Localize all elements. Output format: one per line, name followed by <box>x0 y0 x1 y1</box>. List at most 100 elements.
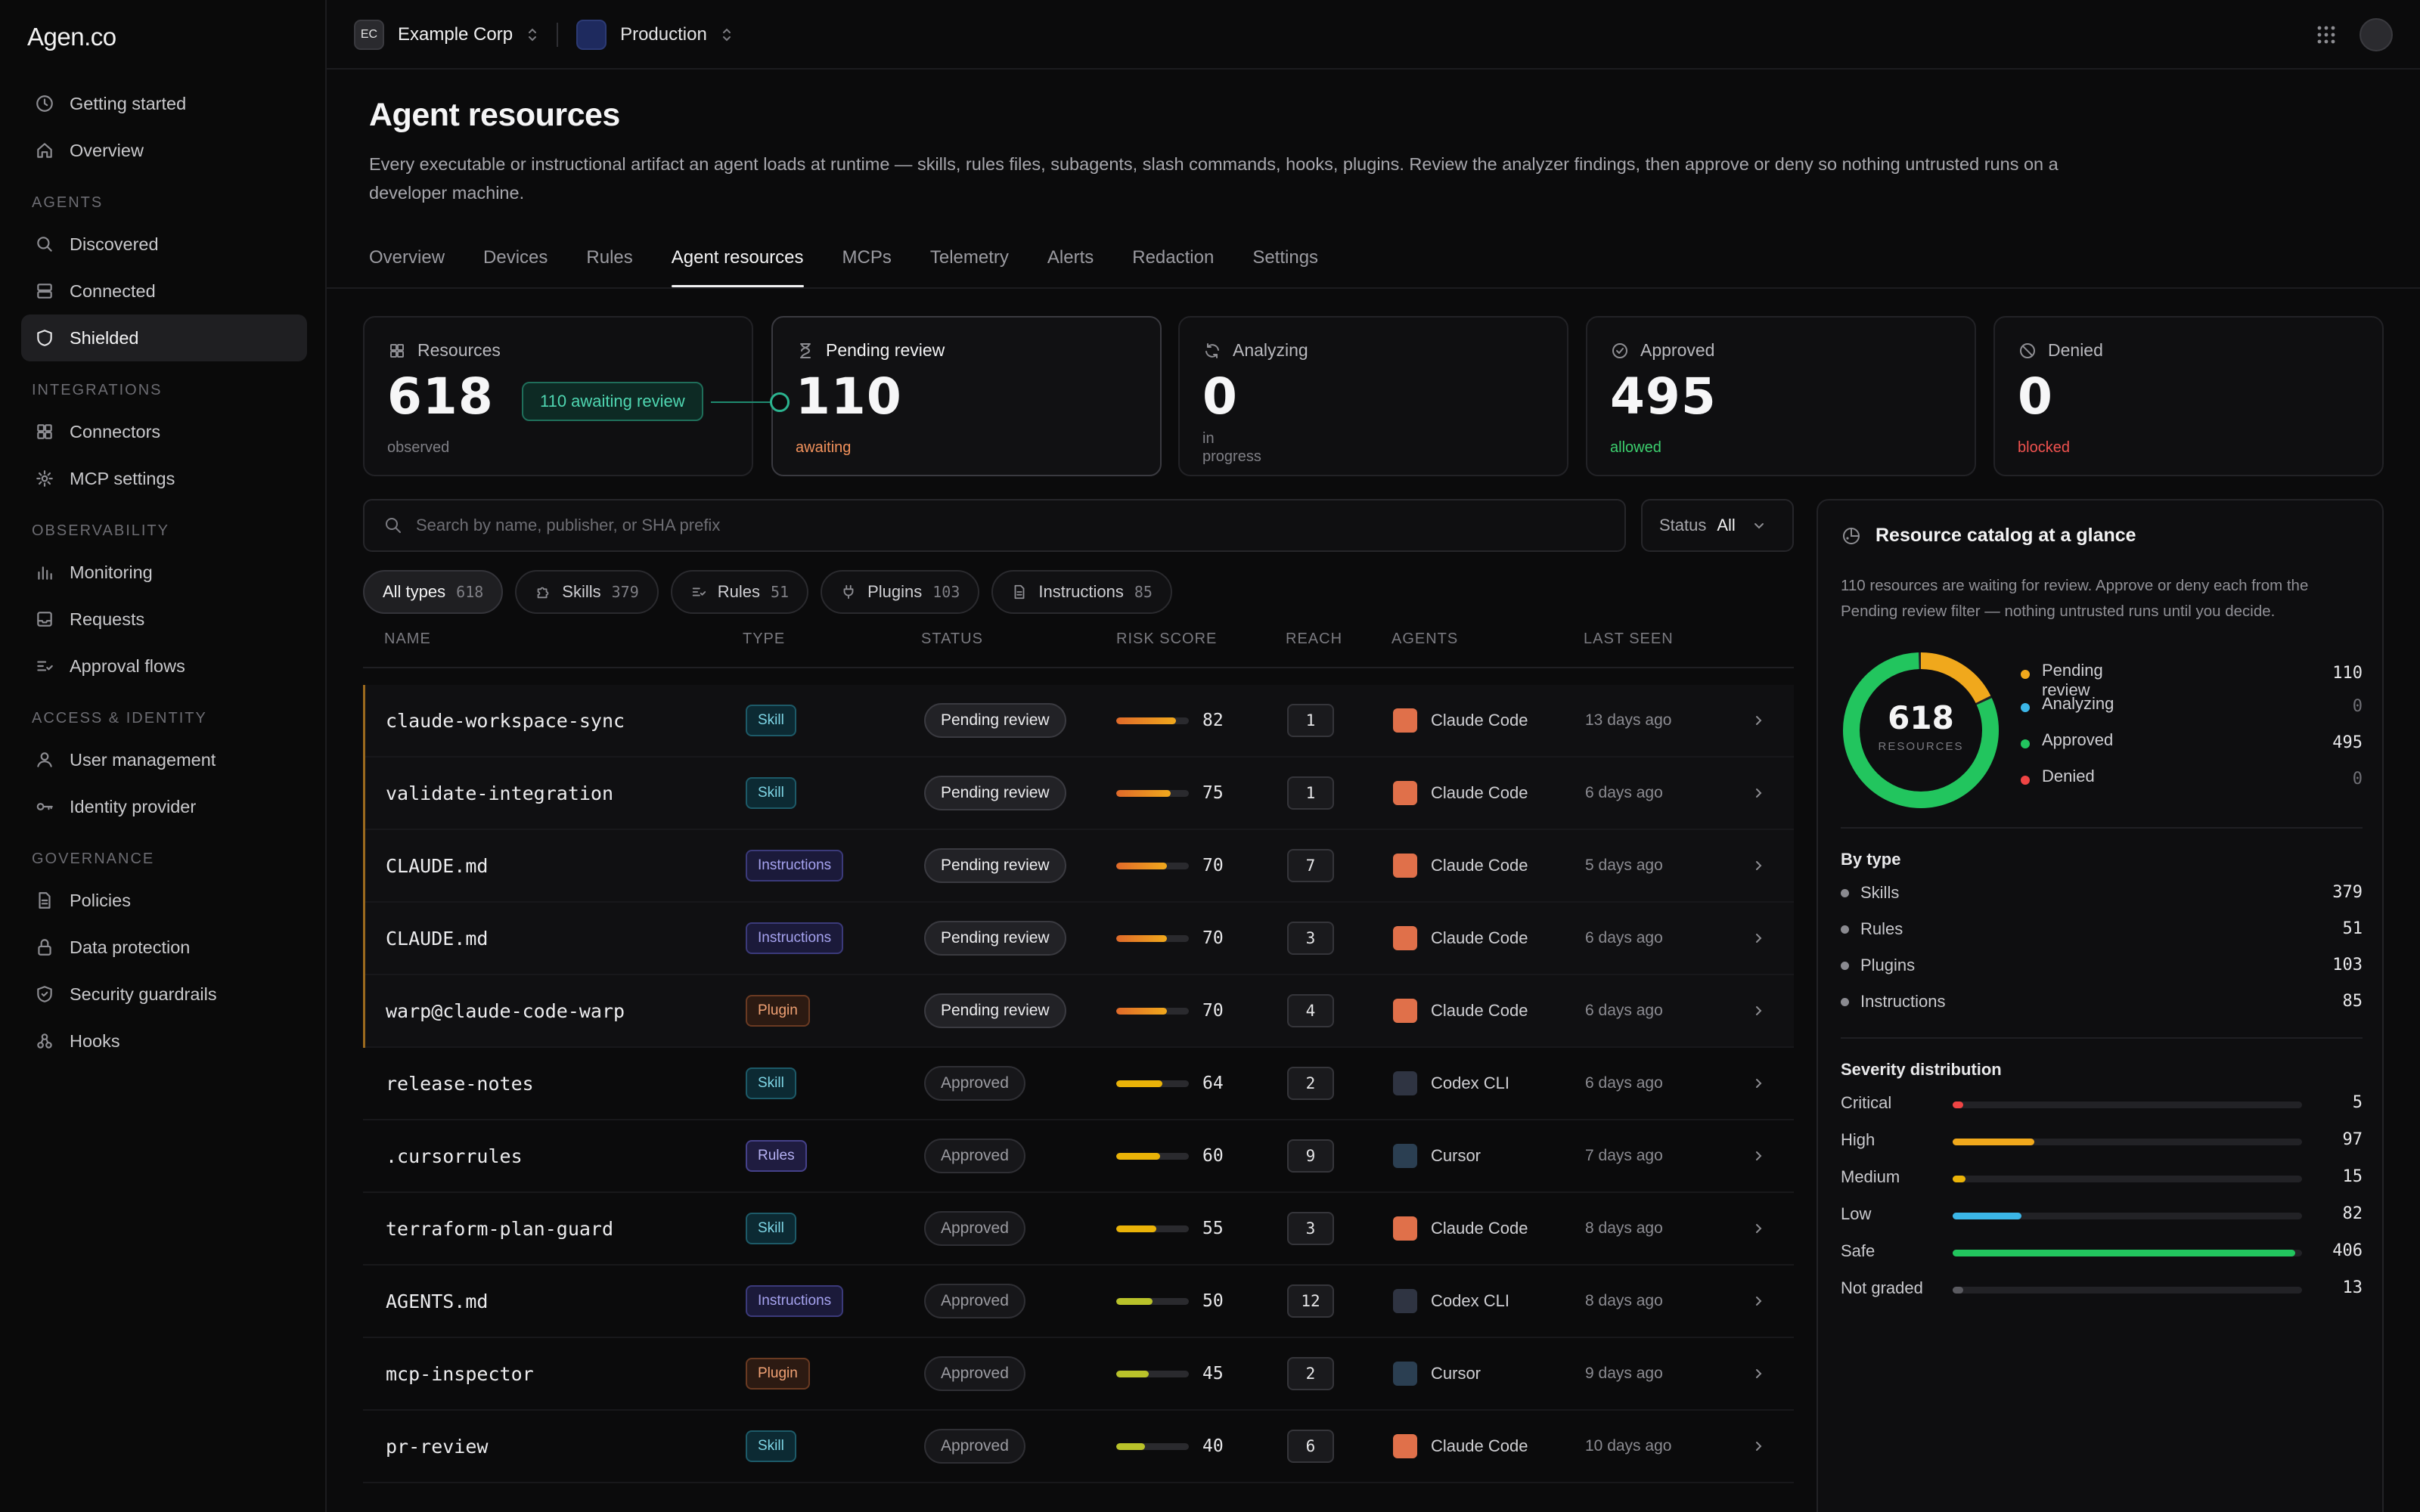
resource-name[interactable]: terraform-plan-guard <box>386 1217 614 1240</box>
type-cell: Skill <box>746 1411 796 1482</box>
sidebar-item-monitoring[interactable]: Monitoring <box>21 549 307 596</box>
hook-icon <box>33 1030 56 1052</box>
tab-alerts[interactable]: Alerts <box>1047 247 1094 268</box>
chip-instructions[interactable]: Instructions 85 <box>991 570 1172 614</box>
status-filter[interactable]: Status All <box>1641 499 1794 552</box>
chevron-right-icon[interactable] <box>1751 1120 1765 1191</box>
resource-name[interactable]: CLAUDE.md <box>386 854 489 877</box>
sidebar-item-identity-provider[interactable]: Identity provider <box>21 783 307 830</box>
chip-all-types[interactable]: All types 618 <box>363 570 504 614</box>
stat-card-pending-review[interactable]: Pending review 110 awaiting <box>771 316 1162 476</box>
resource-name[interactable]: mcp-inspector <box>386 1362 534 1385</box>
stat-card-header: Analyzing <box>1202 340 1308 361</box>
tab-redaction[interactable]: Redaction <box>1132 247 1215 268</box>
sidebar-item-approval-flows[interactable]: Approval flows <box>21 643 307 689</box>
reach-cell: 1 <box>1287 685 1334 756</box>
sidebar-item-label: Policies <box>70 890 131 910</box>
legend-label: Pending review <box>2042 661 2103 699</box>
resource-name[interactable]: pr-review <box>386 1435 489 1458</box>
sidebar-item-hooks[interactable]: Hooks <box>21 1018 307 1064</box>
column-header-risk-score[interactable]: RISK SCORE <box>1116 631 1218 647</box>
table-row[interactable]: CLAUDE.md Instructions Pending review 70 7 Cl… <box>363 830 1794 903</box>
chevron-right-icon[interactable] <box>1751 830 1765 901</box>
sidebar-item-getting-started[interactable]: Getting started <box>21 80 307 127</box>
table-row[interactable]: AGENTS.md Instructions Approved 50 12 Codex C… <box>363 1266 1794 1338</box>
agent-icon <box>1393 1144 1417 1168</box>
sidebar-item-connected[interactable]: Connected <box>21 268 307 314</box>
agent-cell: Claude Code <box>1393 903 1528 974</box>
tab-devices[interactable]: Devices <box>483 247 548 268</box>
sidebar-item-security-guardrails[interactable]: Security guardrails <box>21 971 307 1018</box>
chevron-right-icon[interactable] <box>1751 758 1765 829</box>
org-switcher[interactable]: EC Example Corp Production <box>354 18 733 51</box>
chevron-right-icon[interactable] <box>1751 1048 1765 1119</box>
resource-name[interactable]: release-notes <box>386 1072 534 1095</box>
sidebar-item-connectors[interactable]: Connectors <box>21 408 307 455</box>
chip-plugins[interactable]: Plugins 103 <box>821 570 980 614</box>
search-input[interactable] <box>416 516 1550 535</box>
chevron-right-icon[interactable] <box>1751 975 1765 1046</box>
by-type-rules: Rules 51 <box>1841 913 2363 950</box>
table-row[interactable]: validate-integration Skill Pending review 7… <box>363 758 1794 830</box>
resource-name[interactable]: .cursorrules <box>386 1145 523 1167</box>
resource-name[interactable]: warp@claude-code-warp <box>386 999 625 1022</box>
resource-name[interactable]: AGENTS.md <box>386 1290 489 1312</box>
column-header-reach[interactable]: REACH <box>1286 631 1343 647</box>
donut-slice-approved[interactable] <box>1843 652 1999 808</box>
chevron-right-icon[interactable] <box>1751 1193 1765 1264</box>
table-row[interactable]: claude-workspace-sync Skill Pending review… <box>363 685 1794 758</box>
sidebar-item-requests[interactable]: Requests <box>21 596 307 643</box>
sidebar-item-mcp-settings[interactable]: MCP settings <box>21 455 307 502</box>
column-header-type[interactable]: TYPE <box>743 631 786 647</box>
tab-mcps[interactable]: MCPs <box>842 247 892 268</box>
environment-name[interactable]: Production <box>620 24 707 45</box>
chevron-right-icon[interactable] <box>1751 1338 1765 1409</box>
table-row[interactable]: warp@claude-code-warp Plugin Pending revie… <box>363 975 1794 1048</box>
sidebar-item-data-protection[interactable]: Data protection <box>21 924 307 971</box>
table-row[interactable]: terraform-plan-guard Skill Approved 55 3 Clau… <box>363 1193 1794 1266</box>
resource-table: claude-workspace-sync Skill Pending review… <box>363 685 1794 1483</box>
chip-rules[interactable]: Rules 51 <box>670 570 809 614</box>
severity-medium: Medium 15 <box>1841 1160 2363 1196</box>
tab-rules[interactable]: Rules <box>586 247 633 268</box>
tab-overview[interactable]: Overview <box>369 247 445 268</box>
column-header-name[interactable]: NAME <box>384 631 431 647</box>
chevron-updown-icon[interactable] <box>721 26 733 44</box>
brand-logo[interactable]: Agen.co <box>27 23 116 51</box>
sidebar-item-overview[interactable]: Overview <box>21 127 307 174</box>
sidebar-item-discovered[interactable]: Discovered <box>21 221 307 268</box>
risk-score-cell: 45 <box>1116 1338 1224 1409</box>
risk-score-cell: 55 <box>1116 1193 1224 1264</box>
chevron-right-icon[interactable] <box>1751 903 1765 974</box>
resource-name[interactable]: CLAUDE.md <box>386 927 489 950</box>
stat-card-analyzing[interactable]: Analyzing 0 in progress <box>1178 316 1568 476</box>
table-row[interactable]: pr-review Skill Approved 40 6 Claude Code 10 d… <box>363 1411 1794 1483</box>
column-header-status[interactable]: STATUS <box>921 631 983 647</box>
table-row[interactable]: mcp-inspector Plugin Approved 45 2 Cursor 9 da… <box>363 1338 1794 1411</box>
sidebar-item-user-management[interactable]: User management <box>21 736 307 783</box>
column-header-last-seen[interactable]: LAST SEEN <box>1584 631 1674 647</box>
donut-slice-pending-review[interactable] <box>1843 652 1999 808</box>
apps-grid-icon[interactable] <box>2316 24 2337 45</box>
top-bar: EC Example Corp Production <box>327 0 2420 70</box>
resource-name[interactable]: claude-workspace-sync <box>386 709 625 732</box>
stat-card-approved[interactable]: Approved 495 allowed <box>1586 316 1976 476</box>
sidebar-item-shielded[interactable]: Shielded <box>21 314 307 361</box>
table-row[interactable]: release-notes Skill Approved 64 2 Codex CLI 6 … <box>363 1048 1794 1120</box>
tab-agent-resources[interactable]: Agent resources <box>671 240 804 287</box>
sidebar-item-policies[interactable]: Policies <box>21 877 307 924</box>
table-row[interactable]: CLAUDE.md Instructions Pending review 70 3 Cl… <box>363 903 1794 975</box>
tab-settings[interactable]: Settings <box>1252 247 1319 268</box>
type-cell: Instructions <box>746 1266 844 1337</box>
chevron-right-icon[interactable] <box>1751 1411 1765 1482</box>
chevron-right-icon[interactable] <box>1751 1266 1765 1337</box>
resource-name[interactable]: validate-integration <box>386 782 614 804</box>
search-bar[interactable] <box>363 499 1626 552</box>
table-row[interactable]: .cursorrules Rules Approved 60 9 Cursor 7 days… <box>363 1120 1794 1193</box>
column-header-agents[interactable]: AGENTS <box>1392 631 1459 647</box>
chevron-right-icon[interactable] <box>1751 685 1765 756</box>
chip-skills[interactable]: Skills 379 <box>515 570 659 614</box>
stat-card-denied[interactable]: Denied 0 blocked <box>1993 316 2384 476</box>
avatar[interactable] <box>2360 18 2393 51</box>
tab-telemetry[interactable]: Telemetry <box>929 247 1009 268</box>
